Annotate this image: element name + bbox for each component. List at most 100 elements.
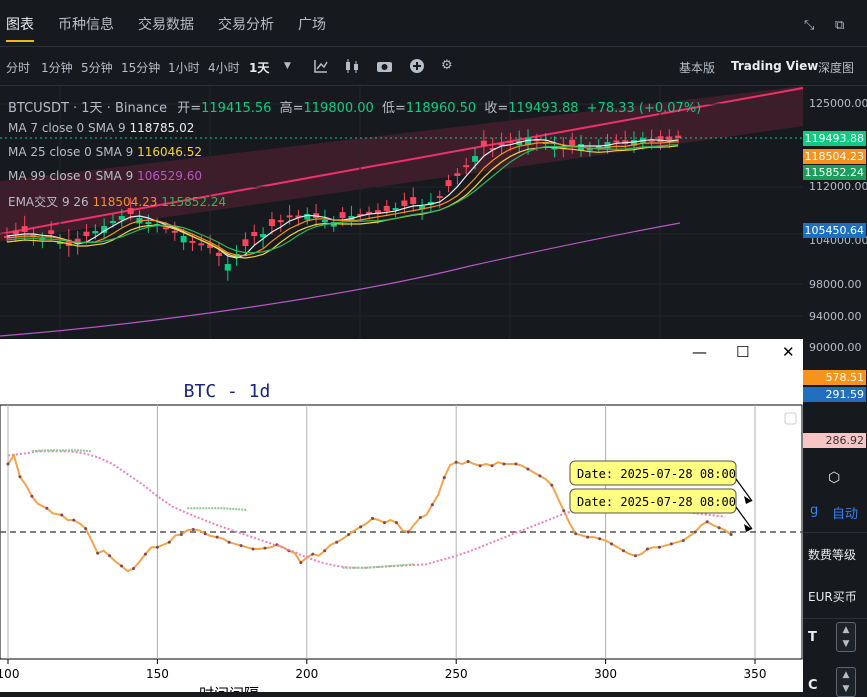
candle-type-icon[interactable] bbox=[344, 59, 360, 73]
candle bbox=[189, 240, 196, 243]
maximize-button[interactable]: ☐ bbox=[736, 343, 750, 361]
annotation-box bbox=[569, 460, 737, 486]
settings-gear-icon[interactable]: ⚙ bbox=[441, 58, 453, 73]
ema-label: EMA交叉 9 26 bbox=[8, 195, 89, 209]
candlestick-chart[interactable] bbox=[0, 86, 803, 339]
candle bbox=[392, 208, 399, 210]
x-tick-label: 200 bbox=[295, 667, 318, 681]
settings-hex-icon[interactable]: ⬡ bbox=[828, 470, 841, 486]
tab-chart[interactable]: 图表 bbox=[6, 17, 34, 33]
candle bbox=[330, 222, 337, 227]
matplotlib-window: 100 150 200 250 300 350 BTC - 1d 时间间隔 Date: 2025… bbox=[0, 339, 803, 692]
data-point bbox=[191, 527, 195, 531]
change-value: +78.33 (+0.07%) bbox=[586, 101, 702, 116]
candle bbox=[339, 212, 346, 218]
ma25-legend: MA 25 close 0 SMA 9 116046.52 bbox=[8, 145, 202, 159]
candle bbox=[277, 220, 284, 223]
timeframe-tick[interactable]: 分时 bbox=[6, 61, 31, 75]
ma99-label: MA 99 close 0 SMA 9 bbox=[8, 169, 134, 183]
current-price-box: 119493.88 bbox=[803, 131, 866, 146]
price-tick: 90000.00 bbox=[809, 341, 862, 354]
timeframe-1m[interactable]: 1分钟 bbox=[41, 61, 73, 75]
camera-icon[interactable] bbox=[377, 60, 392, 72]
price-tick: 94000.00 bbox=[809, 310, 862, 323]
series-line bbox=[31, 449, 92, 453]
tab-trading-analysis[interactable]: 交易分析 bbox=[218, 17, 274, 33]
series-line bbox=[187, 507, 248, 511]
data-point bbox=[143, 552, 147, 556]
data-point bbox=[311, 552, 315, 556]
close-button[interactable]: ✕ bbox=[782, 343, 795, 361]
low-label: 低= bbox=[381, 101, 406, 116]
ma99-line bbox=[0, 222, 681, 337]
expand-icon[interactable]: ⤡ bbox=[804, 18, 815, 33]
data-point bbox=[179, 533, 183, 537]
data-point bbox=[562, 509, 566, 513]
stepper-icon[interactable]: ▲ ▼ bbox=[836, 622, 856, 652]
candle bbox=[162, 227, 169, 230]
candle bbox=[498, 143, 505, 146]
candle bbox=[215, 252, 222, 256]
candle bbox=[12, 230, 19, 234]
data-point bbox=[490, 464, 494, 468]
data-point bbox=[478, 464, 482, 468]
tab-coin-info[interactable]: 币种信息 bbox=[58, 17, 114, 33]
ma99-value: 106529.60 bbox=[137, 169, 202, 183]
timeframe-dropdown-icon[interactable]: ▼ bbox=[284, 61, 291, 71]
data-point bbox=[30, 494, 34, 498]
data-point bbox=[669, 542, 673, 546]
candle bbox=[648, 139, 655, 142]
data-point bbox=[633, 554, 637, 558]
ma25-line bbox=[6, 145, 679, 259]
data-point bbox=[418, 516, 422, 520]
data-point bbox=[335, 540, 339, 544]
data-point bbox=[466, 459, 470, 463]
stepper-icon[interactable]: ▲ ▼ bbox=[836, 667, 856, 697]
candle bbox=[260, 234, 267, 238]
data-point bbox=[550, 483, 554, 487]
timeframe-1d[interactable]: 1天 bbox=[249, 61, 270, 75]
data-point bbox=[406, 530, 410, 534]
tab-trading-data[interactable]: 交易数据 bbox=[138, 17, 194, 33]
data-point bbox=[84, 527, 88, 531]
tab-square[interactable]: 广场 bbox=[298, 17, 326, 33]
timeframe-1h[interactable]: 1小时 bbox=[168, 61, 200, 75]
x-tick-label: 300 bbox=[594, 667, 617, 681]
fee-level-link[interactable]: 数费等级 bbox=[808, 548, 857, 562]
view-tradingview[interactable]: Trading View bbox=[731, 59, 819, 73]
candle bbox=[48, 230, 55, 234]
candle bbox=[304, 214, 311, 220]
candle bbox=[21, 226, 28, 232]
popout-icon[interactable]: ⧉ bbox=[835, 18, 845, 33]
add-icon[interactable] bbox=[410, 59, 424, 73]
timeframe-5m[interactable]: 5分钟 bbox=[81, 61, 113, 75]
candle bbox=[74, 238, 81, 244]
btc-line-chart[interactable]: 100 150 200 250 300 350 BTC - 1d 时间间隔 Date: 2025… bbox=[0, 339, 803, 692]
auto-scale-toggle[interactable]: 自动 bbox=[832, 507, 859, 522]
data-point bbox=[394, 521, 398, 525]
price-tick: 98000.00 bbox=[809, 278, 862, 291]
data-point bbox=[526, 467, 530, 471]
data-point bbox=[729, 533, 733, 537]
timeframe-4h[interactable]: 4小时 bbox=[208, 61, 240, 75]
ema-value-1: 118504.23 bbox=[92, 195, 158, 209]
top-nav: 图表 币种信息 交易数据 交易分析 广场 ⤡ ⧉ bbox=[0, 0, 867, 47]
view-depth[interactable]: 深度图 bbox=[818, 61, 855, 75]
data-point bbox=[239, 544, 243, 548]
candle bbox=[65, 239, 72, 246]
minimize-button[interactable]: — bbox=[692, 343, 707, 361]
view-basic[interactable]: 基本版 bbox=[679, 61, 716, 75]
indicator-icon[interactable] bbox=[314, 59, 328, 73]
active-tab-indicator bbox=[6, 40, 34, 42]
x-tick-label: 100 bbox=[0, 667, 19, 681]
data-point bbox=[610, 542, 614, 546]
series-line bbox=[7, 450, 726, 569]
timeframe-15m[interactable]: 15分钟 bbox=[121, 61, 161, 75]
data-point bbox=[120, 564, 124, 568]
data-point bbox=[96, 551, 100, 555]
eur-buy-link[interactable]: EUR买币 bbox=[808, 590, 857, 604]
annotation-arrow bbox=[735, 506, 753, 530]
data-point bbox=[359, 525, 363, 529]
ma99-legend: MA 99 close 0 SMA 9 106529.60 bbox=[8, 169, 202, 183]
price-scale[interactable]: 125000.00 112000.00 104000.00 98000.00 9… bbox=[803, 86, 867, 692]
